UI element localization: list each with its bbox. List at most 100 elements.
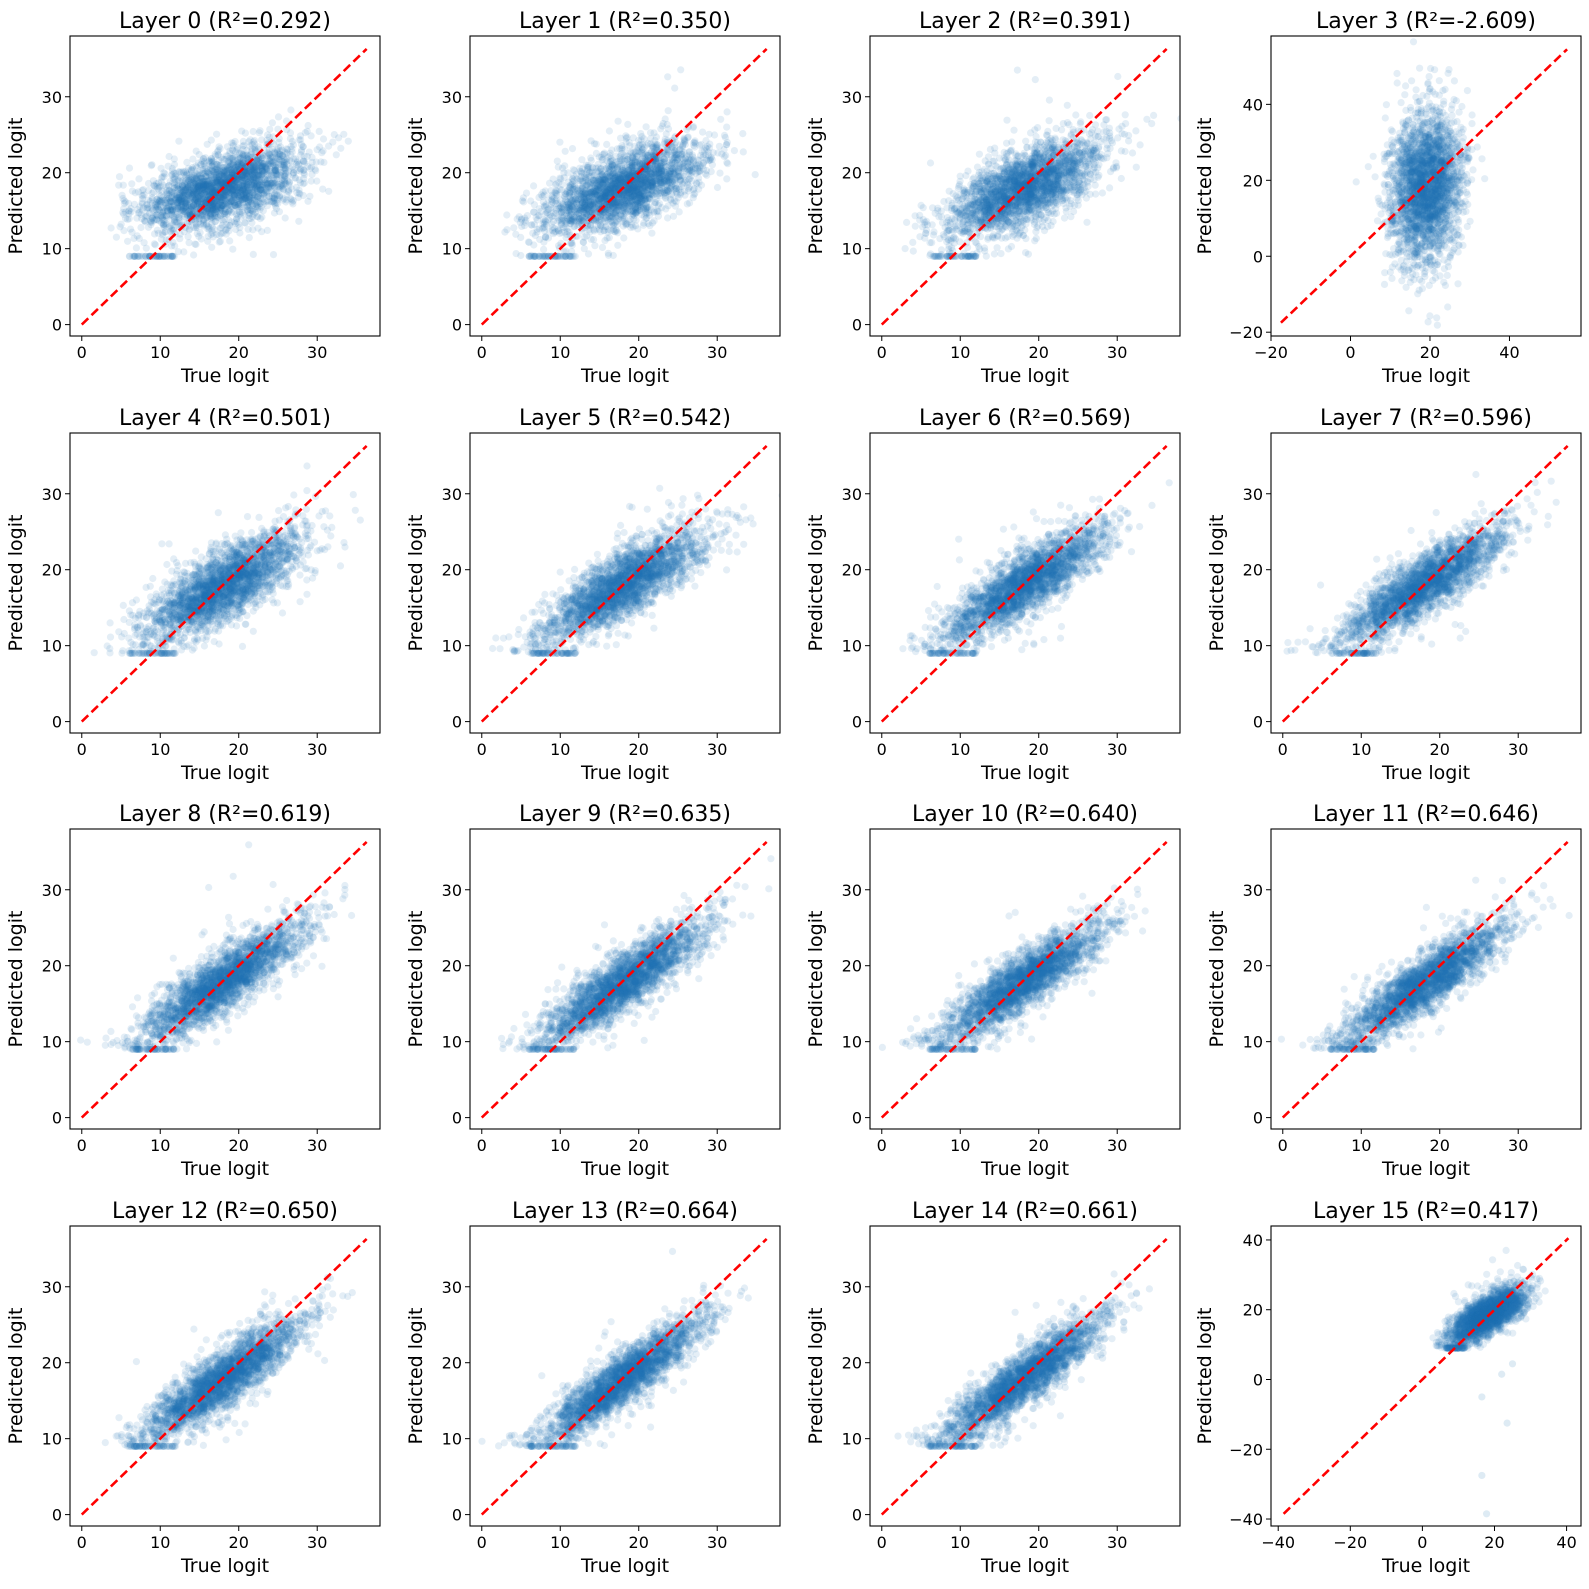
data-point bbox=[236, 208, 244, 216]
data-point bbox=[255, 172, 263, 180]
data-point bbox=[174, 198, 183, 207]
data-point bbox=[201, 186, 209, 194]
data-point bbox=[232, 178, 240, 186]
data-point bbox=[211, 210, 220, 218]
data-point bbox=[167, 224, 175, 233]
data-point bbox=[261, 179, 269, 187]
data-point bbox=[229, 180, 238, 188]
data-point bbox=[288, 145, 296, 153]
data-point bbox=[297, 140, 306, 149]
data-point bbox=[218, 191, 226, 199]
data-point bbox=[259, 167, 267, 175]
data-point bbox=[148, 189, 156, 197]
data-point bbox=[282, 198, 290, 206]
data-point bbox=[270, 209, 279, 217]
data-point bbox=[233, 175, 241, 183]
data-point bbox=[300, 166, 308, 174]
data-point bbox=[237, 194, 245, 202]
data-point bbox=[249, 188, 257, 196]
data-point bbox=[275, 208, 283, 216]
data-point bbox=[261, 176, 269, 184]
data-point bbox=[242, 168, 250, 176]
data-point bbox=[177, 198, 185, 206]
data-point bbox=[227, 160, 235, 168]
data-point bbox=[211, 183, 219, 191]
data-point bbox=[207, 136, 215, 144]
data-point bbox=[163, 252, 171, 260]
data-point bbox=[260, 160, 268, 168]
data-point bbox=[170, 202, 178, 210]
data-point bbox=[523, 212, 532, 220]
data-point bbox=[173, 208, 181, 216]
data-point bbox=[653, 207, 662, 215]
data-point bbox=[207, 171, 215, 179]
data-point bbox=[268, 198, 276, 206]
data-point bbox=[705, 130, 713, 138]
data-point bbox=[256, 178, 264, 186]
data-point bbox=[607, 157, 615, 165]
data-point bbox=[254, 180, 262, 188]
data-point bbox=[188, 163, 197, 172]
data-point bbox=[241, 203, 249, 211]
data-point bbox=[233, 190, 241, 198]
data-point bbox=[201, 176, 209, 184]
data-point bbox=[193, 230, 201, 238]
data-point bbox=[556, 138, 564, 146]
data-point bbox=[220, 172, 228, 180]
data-point bbox=[244, 179, 252, 187]
data-point bbox=[165, 152, 173, 161]
data-point bbox=[242, 169, 250, 177]
data-point bbox=[226, 162, 234, 171]
data-point bbox=[190, 201, 198, 209]
data-point bbox=[170, 201, 178, 209]
data-point bbox=[236, 229, 244, 237]
data-point bbox=[173, 192, 181, 200]
data-point bbox=[561, 162, 569, 170]
data-point bbox=[230, 191, 238, 199]
data-point bbox=[265, 174, 273, 182]
data-point bbox=[240, 192, 248, 201]
data-point bbox=[189, 190, 197, 198]
data-point bbox=[235, 197, 243, 205]
data-point bbox=[224, 224, 232, 232]
x-axis-label: True logit bbox=[180, 365, 269, 387]
data-point bbox=[296, 190, 304, 198]
data-point bbox=[229, 245, 237, 253]
data-point bbox=[209, 204, 217, 212]
data-point bbox=[125, 164, 134, 172]
data-point bbox=[218, 205, 226, 213]
data-point bbox=[298, 146, 306, 154]
data-point bbox=[277, 161, 285, 169]
data-point bbox=[195, 192, 204, 200]
data-point bbox=[219, 192, 227, 200]
data-point bbox=[204, 192, 212, 200]
data-point bbox=[281, 179, 289, 187]
data-point bbox=[225, 183, 233, 191]
data-point bbox=[275, 153, 283, 161]
data-point bbox=[199, 216, 207, 224]
data-point bbox=[188, 191, 196, 199]
data-point bbox=[120, 205, 128, 213]
data-point bbox=[191, 183, 199, 191]
data-point bbox=[661, 193, 670, 201]
data-point bbox=[238, 171, 246, 179]
data-point bbox=[218, 196, 226, 204]
data-point bbox=[337, 144, 345, 152]
data-point bbox=[246, 183, 254, 191]
data-point bbox=[295, 186, 303, 194]
data-point bbox=[211, 213, 219, 221]
data-point bbox=[233, 183, 241, 191]
data-point bbox=[239, 160, 247, 168]
data-point bbox=[242, 194, 250, 202]
data-point bbox=[231, 219, 239, 228]
data-point bbox=[231, 137, 239, 146]
data-point bbox=[192, 240, 200, 249]
data-point bbox=[307, 132, 315, 140]
data-point bbox=[297, 148, 305, 156]
data-point bbox=[170, 225, 178, 233]
data-point bbox=[241, 219, 249, 227]
data-point bbox=[288, 198, 296, 206]
data-point bbox=[151, 202, 160, 210]
data-point bbox=[253, 167, 261, 175]
data-point bbox=[204, 177, 212, 185]
